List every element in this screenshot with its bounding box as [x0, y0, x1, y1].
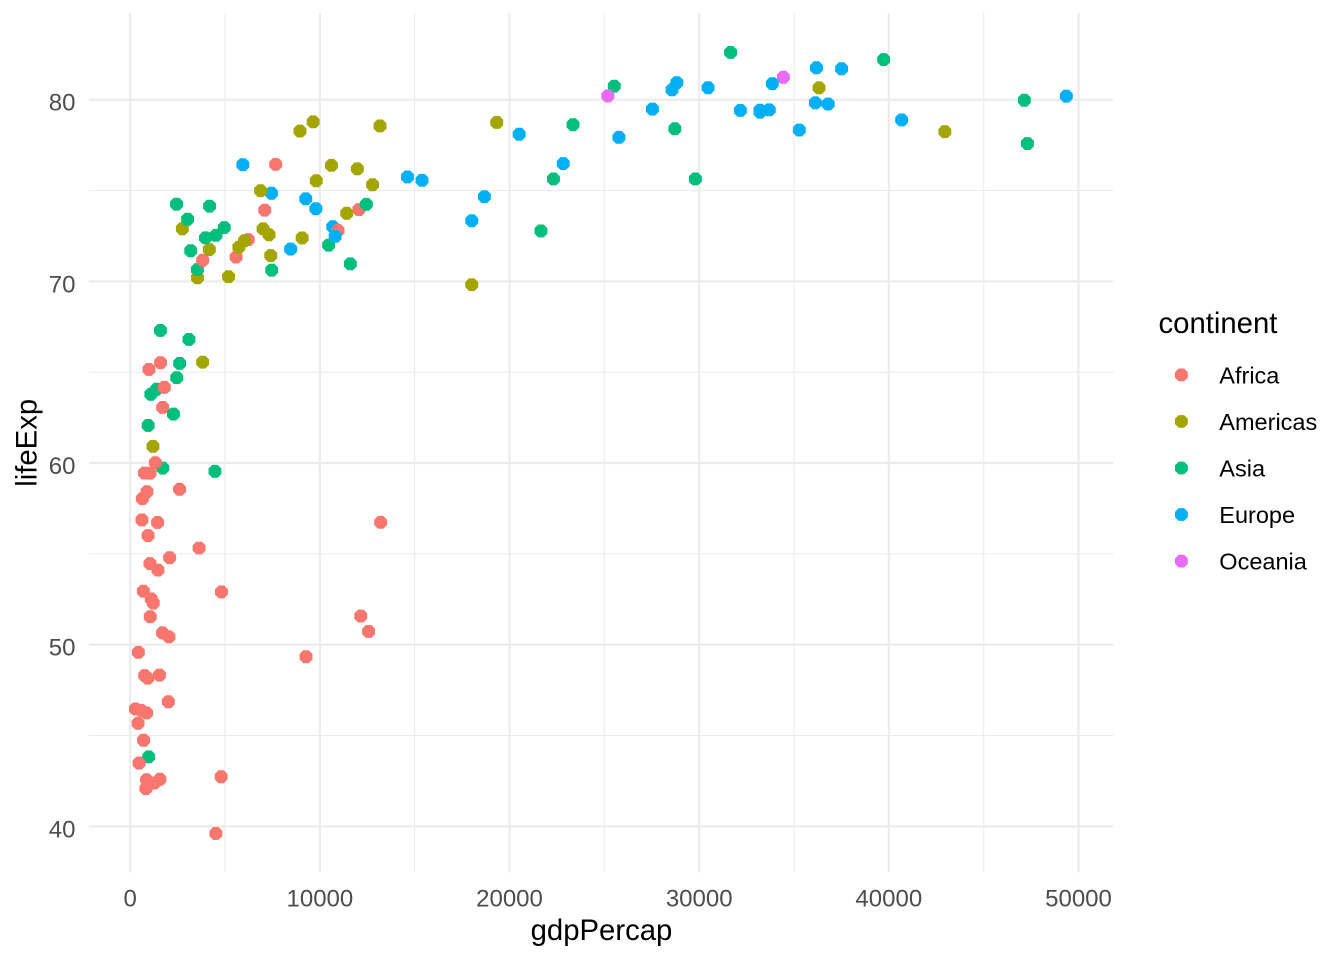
- svg-text:Africa: Africa: [1219, 362, 1280, 388]
- svg-text:lifeExp: lifeExp: [11, 399, 44, 487]
- svg-text:0: 0: [124, 886, 137, 913]
- svg-text:50: 50: [49, 635, 76, 662]
- svg-text:10000: 10000: [287, 886, 354, 913]
- svg-text:Europe: Europe: [1219, 502, 1295, 528]
- svg-text:40000: 40000: [855, 886, 922, 913]
- svg-text:80: 80: [49, 90, 76, 117]
- svg-text:Asia: Asia: [1219, 455, 1266, 481]
- svg-text:30000: 30000: [666, 886, 733, 913]
- svg-text:70: 70: [49, 271, 76, 298]
- svg-text:40: 40: [49, 816, 76, 843]
- svg-text:60: 60: [49, 453, 76, 480]
- svg-text:continent: continent: [1159, 307, 1278, 340]
- svg-text:Oceania: Oceania: [1219, 549, 1307, 575]
- svg-text:gdpPercap: gdpPercap: [531, 914, 673, 947]
- svg-text:Americas: Americas: [1219, 409, 1317, 435]
- svg-text:20000: 20000: [476, 886, 543, 913]
- svg-text:50000: 50000: [1045, 886, 1112, 913]
